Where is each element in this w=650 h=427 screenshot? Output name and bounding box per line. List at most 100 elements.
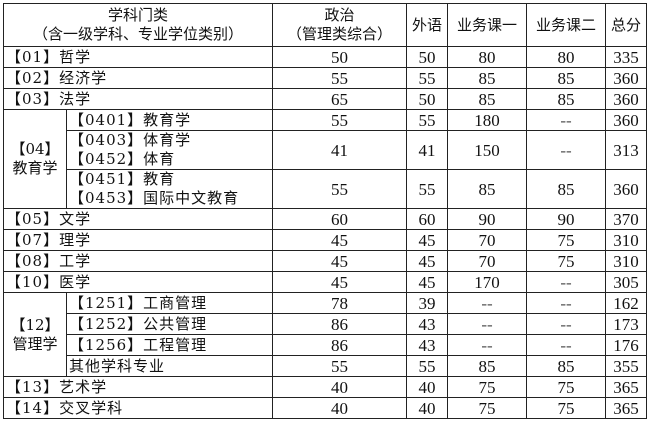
sub-subject-line: 【0452】体育 xyxy=(69,150,176,168)
score-politics: 50 xyxy=(272,46,408,68)
score-politics: 45 xyxy=(272,250,408,272)
table-row: 【04】 教育学 【0401】教育学 55 55 180 -- 360 xyxy=(3,109,648,209)
subject-name: 【01】哲学 xyxy=(2,46,274,68)
sub-subject-name: 【1251】工商管理 xyxy=(65,292,274,314)
group-name: 教育学 xyxy=(12,159,58,177)
table-row: 【02】经济学 55 55 85 85 360 xyxy=(2,67,648,89)
sub-subject-name: 【0451】教育 【0453】国际中文教育 xyxy=(65,169,274,209)
score-course1: -- xyxy=(447,292,528,314)
score-total: 365 xyxy=(605,397,648,419)
table-row: 【07】理学 45 45 70 75 310 xyxy=(2,229,648,251)
score-course2: 75 xyxy=(526,376,607,398)
score-course1: 90 xyxy=(447,208,528,230)
score-total: 360 xyxy=(605,169,648,209)
header-total: 总分 xyxy=(605,3,648,47)
table-row: 【0403】体育学 【0452】体育 41 41 150 -- 313 xyxy=(4,130,648,170)
table-row: 【03】法学 65 50 85 85 360 xyxy=(2,88,648,110)
score-foreign: 41 xyxy=(406,130,449,170)
table-row: 【08】工学 45 45 70 75 310 xyxy=(2,250,648,272)
table-row: 【13】艺术学 40 40 75 75 365 xyxy=(2,376,648,398)
score-foreign: 43 xyxy=(406,334,449,356)
table-row: 【01】哲学 50 50 80 80 335 xyxy=(2,46,648,68)
header-row: 学科门类 （含一级学科、专业学位类别） 政治 （管理类综合） 外语 业务课一 业务课… xyxy=(2,3,648,47)
score-foreign: 55 xyxy=(406,355,449,377)
sub-subject-line: 【0451】教育 xyxy=(69,170,176,189)
sub-subject-name: 【0401】教育学 xyxy=(65,109,274,131)
score-politics: 55 xyxy=(272,355,408,377)
score-politics: 45 xyxy=(272,229,408,251)
score-foreign: 50 xyxy=(406,88,449,110)
score-course1: -- xyxy=(447,313,528,335)
score-course1: 85 xyxy=(447,88,528,110)
score-total: 176 xyxy=(605,334,648,356)
score-foreign: 60 xyxy=(406,208,449,230)
score-course1: 150 xyxy=(447,130,528,170)
score-total: 305 xyxy=(605,271,648,293)
subject-group: 【04】 教育学 xyxy=(3,109,67,209)
score-total: 370 xyxy=(605,208,648,230)
score-politics: 60 xyxy=(272,208,408,230)
group-code: 【04】 xyxy=(10,140,60,158)
table-row: 【10】医学 45 45 170 -- 305 xyxy=(2,271,648,293)
score-course2: -- xyxy=(526,334,607,356)
score-total: 360 xyxy=(605,88,648,110)
score-course2: 75 xyxy=(526,250,607,272)
score-course1: 170 xyxy=(447,271,528,293)
score-politics: 55 xyxy=(272,67,408,89)
score-course2: -- xyxy=(526,130,607,170)
score-politics: 45 xyxy=(272,271,408,293)
score-course2: -- xyxy=(526,109,607,131)
score-course2: 85 xyxy=(526,88,607,110)
subject-name: 【07】理学 xyxy=(2,229,274,251)
score-course1: 180 xyxy=(447,109,528,131)
score-total: 360 xyxy=(605,67,648,89)
score-course2: 75 xyxy=(526,397,607,419)
score-course2: 90 xyxy=(526,208,607,230)
score-course2: 85 xyxy=(526,67,607,89)
table-row: 【05】文学 60 60 90 90 370 xyxy=(2,208,648,230)
group-name: 管理学 xyxy=(12,334,58,353)
sub-subject-line: 【0453】国际中文教育 xyxy=(69,189,240,207)
subject-group: 【12】 管理学 xyxy=(3,292,67,377)
score-course2: -- xyxy=(526,313,607,335)
header-politics: 政治 （管理类综合） xyxy=(272,3,408,47)
score-course2: -- xyxy=(526,271,607,293)
score-total: 335 xyxy=(605,46,648,68)
group-code: 【12】 xyxy=(10,315,60,334)
score-course2: -- xyxy=(526,292,607,314)
score-total: 365 xyxy=(605,376,648,398)
subject-name: 【05】文学 xyxy=(2,208,274,230)
score-foreign: 40 xyxy=(406,397,449,419)
score-politics: 55 xyxy=(272,109,408,131)
sub-subject-name: 【1252】公共管理 xyxy=(65,313,274,335)
score-course1: 85 xyxy=(447,355,528,377)
score-foreign: 55 xyxy=(406,109,449,131)
header-politics-line2: （管理类综合） xyxy=(287,25,393,43)
table-row: 【0451】教育 【0453】国际中文教育 55 55 85 85 360 xyxy=(4,169,648,209)
score-total: 310 xyxy=(605,229,648,251)
score-politics: 41 xyxy=(272,130,408,170)
score-foreign: 55 xyxy=(406,67,449,89)
score-total: 360 xyxy=(605,109,648,131)
subject-name: 【10】医学 xyxy=(2,271,274,293)
score-politics: 55 xyxy=(272,169,408,209)
table-row: 【12】 管理学 【1251】工商管理 78 39 -- -- 162 xyxy=(3,292,648,377)
sub-subject-line: 【0403】体育学 xyxy=(69,131,192,150)
header-subject-line1: 学科门类 xyxy=(108,6,169,24)
score-course1: 80 xyxy=(447,46,528,68)
score-course1: 70 xyxy=(447,250,528,272)
subject-name: 【02】经济学 xyxy=(2,67,274,89)
subject-name: 【03】法学 xyxy=(2,88,274,110)
score-politics: 40 xyxy=(272,397,408,419)
score-course1: 75 xyxy=(447,376,528,398)
score-course1: 85 xyxy=(447,169,528,209)
header-subject-line2: （含一级学科、专业学位类别） xyxy=(33,25,244,43)
score-foreign: 55 xyxy=(406,169,449,209)
score-total: 173 xyxy=(605,313,648,335)
score-course1: 85 xyxy=(447,67,528,89)
score-table: 学科门类 （含一级学科、专业学位类别） 政治 （管理类综合） 外语 业务课一 业务课… xyxy=(2,3,648,419)
score-course2: 85 xyxy=(526,355,607,377)
table-row: 【1256】工程管理 86 43 -- -- 176 xyxy=(4,334,648,356)
header-course2: 业务课二 xyxy=(526,3,607,47)
score-foreign: 45 xyxy=(406,271,449,293)
